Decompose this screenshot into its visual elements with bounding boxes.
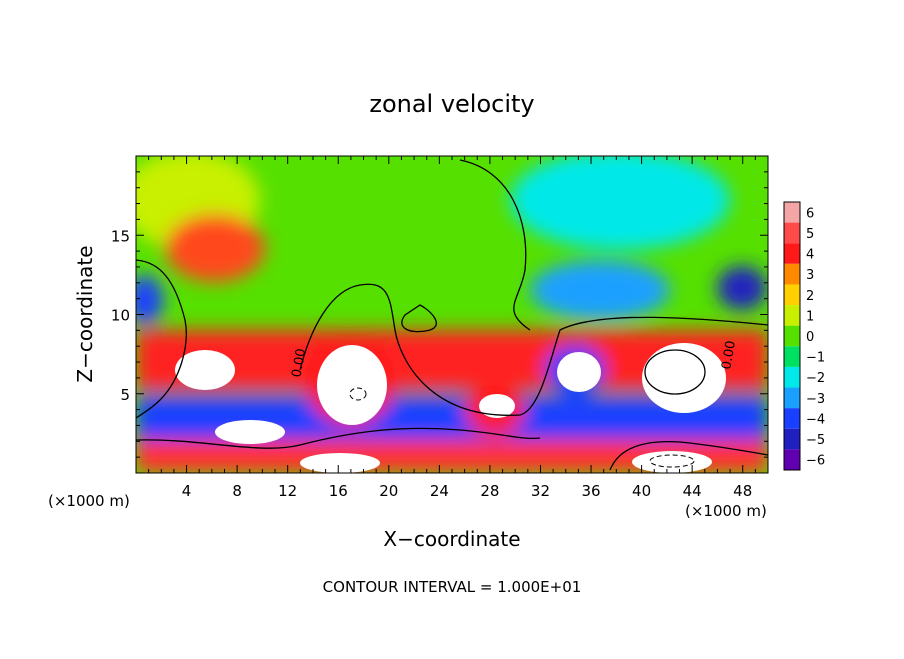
x-tick-label: 28 xyxy=(480,482,499,500)
x-unit-left: (×1000 m) xyxy=(48,492,130,510)
contour-label: 0.00 xyxy=(719,340,739,371)
colorbar-swatch xyxy=(784,263,800,285)
x-tick-label: 40 xyxy=(632,482,651,500)
colorbar-frame xyxy=(783,201,801,471)
y-tick-label: 10 xyxy=(111,307,130,325)
colorbar-swatch xyxy=(784,202,800,223)
x-tick-label: 32 xyxy=(531,482,550,500)
colorbar-swatch xyxy=(784,387,800,409)
contour-interval-note: CONTOUR INTERVAL = 1.000E+01 xyxy=(323,578,582,596)
colorbar-swatch xyxy=(784,449,800,470)
colorbar-swatch xyxy=(784,325,800,347)
x-tick-label: 44 xyxy=(683,482,702,500)
colorbar-swatch xyxy=(784,243,800,264)
plot-area xyxy=(136,156,768,473)
colorbar-label: −5 xyxy=(806,433,825,448)
x-tick-label: 24 xyxy=(430,482,449,500)
colorbar-swatch xyxy=(784,346,800,367)
x-axis: 4 8 12 16 20 24 28 32 36 40 44 48 xyxy=(148,156,756,500)
colorbar-label: −2 xyxy=(806,371,825,386)
x-axis-label: X−coordinate xyxy=(383,527,520,551)
dashed-contours xyxy=(349,387,695,468)
colorbar-label: 1 xyxy=(806,309,814,324)
x-tick-label: 20 xyxy=(379,482,398,500)
contour-lines xyxy=(136,159,768,471)
chart-title: zonal velocity xyxy=(369,90,534,118)
y-axis-label: Z−coordinate xyxy=(73,245,97,382)
colorbar-label: 2 xyxy=(806,289,814,304)
contour-label: 0.00 xyxy=(289,347,309,378)
colorbar-swatch xyxy=(784,305,800,326)
colorbar-label: 5 xyxy=(806,227,814,242)
colorbar-swatch xyxy=(784,366,800,388)
contour-labels: 0.00 0.00 xyxy=(289,340,739,379)
colorbar-swatch xyxy=(784,428,800,450)
colorbar-swatch xyxy=(784,408,800,429)
x-tick-label: 48 xyxy=(733,482,752,500)
colorbar-label: 6 xyxy=(806,206,814,221)
y-axis: 5 10 15 xyxy=(111,171,768,458)
colorbar-label: −6 xyxy=(806,454,825,469)
colorbar: 6 5 4 3 2 1 0 −1 −2 −3 −4 −5 −6 xyxy=(783,201,825,471)
y-tick-label: 15 xyxy=(111,227,130,245)
x-unit-right: (×1000 m) xyxy=(685,502,767,520)
colorbar-swatch xyxy=(784,284,800,306)
colorbar-label: 4 xyxy=(806,248,814,263)
colorbar-label: −1 xyxy=(806,351,825,366)
saturated-regions xyxy=(175,343,726,473)
x-tick-label: 36 xyxy=(581,482,600,500)
x-tick-label: 12 xyxy=(278,482,297,500)
colorbar-swatch xyxy=(784,222,800,244)
x-tick-label: 8 xyxy=(232,482,242,500)
colorbar-label: 0 xyxy=(806,330,814,345)
x-tick-label: 16 xyxy=(329,482,348,500)
colorbar-label: −4 xyxy=(806,412,825,427)
x-tick-label: 4 xyxy=(182,482,192,500)
y-tick-label: 5 xyxy=(120,386,130,404)
colorbar-label: 3 xyxy=(806,268,814,283)
colorbar-label: −3 xyxy=(806,392,825,407)
